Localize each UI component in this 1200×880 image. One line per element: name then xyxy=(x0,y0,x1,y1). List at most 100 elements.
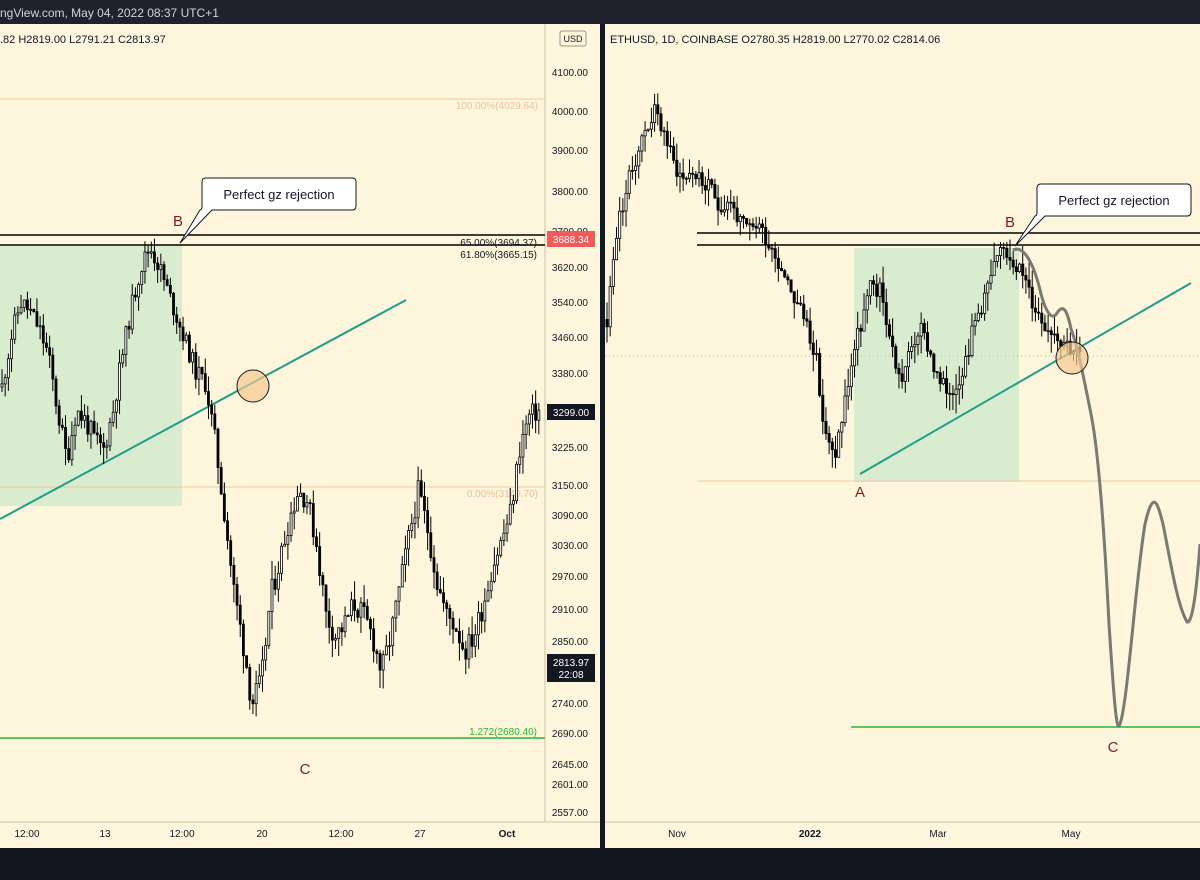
candle-body xyxy=(397,586,401,602)
candle-body xyxy=(276,572,280,590)
candle-body xyxy=(986,282,990,294)
price-tick-label: 3150.00 xyxy=(552,481,589,492)
candle-body xyxy=(391,617,395,647)
candle-body xyxy=(833,449,837,458)
right-chart-panel[interactable]: Perfect gz rejection A B C Nov 2022 Mar May… xyxy=(605,24,1200,848)
candle-body xyxy=(811,342,815,355)
price-tick-label: 3380.00 xyxy=(552,369,589,380)
candle-body xyxy=(0,383,4,388)
candle-body xyxy=(745,217,749,225)
candle-body xyxy=(35,311,39,327)
candle-body xyxy=(521,434,525,458)
candle-body xyxy=(649,122,653,130)
candle-body xyxy=(92,420,96,434)
candle-body xyxy=(467,634,471,660)
candle-body xyxy=(102,442,106,448)
price-tick-label: 2970.00 xyxy=(552,572,589,583)
bottom-bar xyxy=(0,848,1200,880)
left-chart-svg[interactable]: 100.00%(4029.64) 65.00%(3694.37) 61.80%(… xyxy=(0,24,600,848)
candle-body xyxy=(678,172,682,177)
candle-body xyxy=(114,399,118,413)
candle-body xyxy=(264,645,268,661)
candle-body xyxy=(719,209,723,213)
price-tick-label: 2645.00 xyxy=(552,760,589,771)
candle-body xyxy=(251,699,255,705)
panel-divider[interactable] xyxy=(600,24,605,848)
candle-body xyxy=(849,365,853,388)
callout-box: Perfect gz rejection xyxy=(179,177,357,244)
time-tick-label: May xyxy=(1062,829,1081,840)
candle-body xyxy=(608,286,612,328)
candle-body xyxy=(805,318,809,322)
time-axis[interactable]: Nov 2022 Mar May xyxy=(668,829,1080,840)
candle-body xyxy=(524,423,528,435)
candle-body xyxy=(789,279,793,293)
source-text: ngView.com, May 04, 2022 08:37 UTC+1 xyxy=(0,6,219,20)
candle-body xyxy=(232,564,236,585)
candle-body xyxy=(767,244,771,249)
candle-body xyxy=(365,606,369,620)
candle-body xyxy=(442,592,445,604)
candle-body xyxy=(710,179,714,185)
accumulation-zone xyxy=(0,245,182,506)
right-chart-svg[interactable]: Perfect gz rejection A B C Nov 2022 Mar May xyxy=(605,24,1200,848)
candle-body xyxy=(124,326,128,355)
candle-body xyxy=(770,247,774,250)
candle-body xyxy=(413,517,417,525)
candle-body xyxy=(640,135,644,152)
candle-body xyxy=(432,557,436,573)
candle-body xyxy=(684,177,688,180)
candle-body xyxy=(505,523,509,534)
currency-badge-text: USD xyxy=(563,34,583,44)
candle-body xyxy=(713,184,717,199)
time-tick-label: 2022 xyxy=(799,829,822,840)
candle-body xyxy=(121,354,125,364)
candle-body xyxy=(118,362,121,401)
time-tick-label: Mar xyxy=(929,829,947,840)
candle-body xyxy=(461,642,464,650)
candle-body xyxy=(296,496,299,512)
candle-body xyxy=(1018,263,1022,272)
candle-body xyxy=(913,344,917,348)
candle-body xyxy=(830,441,834,451)
candle-body xyxy=(299,492,302,497)
wave-label-b: B xyxy=(173,213,183,230)
candle-body xyxy=(967,355,971,357)
candle-body xyxy=(435,571,439,590)
wave-label-a: A xyxy=(855,484,865,501)
candle-body xyxy=(754,226,758,229)
candle-body xyxy=(992,261,996,276)
trendline[interactable] xyxy=(0,299,407,520)
candle-body xyxy=(694,174,698,180)
candle-body xyxy=(134,294,137,298)
candle-body xyxy=(840,422,844,433)
price-tick-label: 2557.00 xyxy=(552,808,589,819)
currency-badge[interactable] xyxy=(559,30,587,47)
candle-body xyxy=(375,650,379,654)
price-axis[interactable]: 4100.004000.003900.003800.003700.003620.… xyxy=(552,68,589,819)
candle-body xyxy=(305,502,309,508)
candle-body xyxy=(45,342,48,349)
left-chart-panel[interactable]: 100.00%(4029.64) 65.00%(3694.37) 61.80%(… xyxy=(0,24,600,848)
candle-body xyxy=(372,628,376,652)
candle-body xyxy=(388,645,391,648)
candle-body xyxy=(156,262,160,271)
candle-body xyxy=(13,314,17,340)
candle-body xyxy=(534,403,538,421)
trendline[interactable] xyxy=(859,282,1192,475)
time-axis[interactable]: 12:00 13 12:00 20 12:00 27 Oct xyxy=(14,829,516,840)
candle-body xyxy=(426,510,430,534)
candle-body xyxy=(729,201,733,204)
candle-body xyxy=(448,608,452,619)
price-tick-label: 4100.00 xyxy=(552,68,589,79)
price-tick-label: 3460.00 xyxy=(552,333,589,344)
candle-body xyxy=(362,602,366,607)
candle-body xyxy=(653,104,657,124)
candle-body xyxy=(926,332,930,352)
candle-body xyxy=(51,354,55,380)
candle-body xyxy=(691,172,695,175)
candle-body xyxy=(757,223,761,229)
current-price-tag xyxy=(547,654,595,682)
candle-body xyxy=(480,612,484,622)
candle-body xyxy=(627,170,631,194)
